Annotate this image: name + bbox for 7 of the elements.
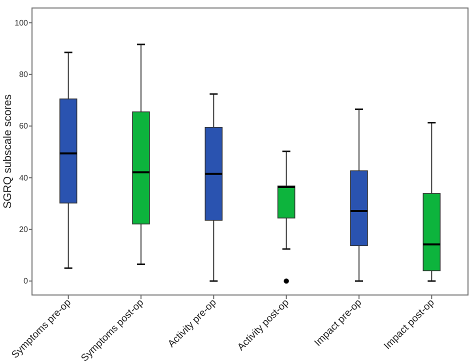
y-tick-label: 40 bbox=[19, 173, 29, 182]
y-tick-label: 80 bbox=[19, 70, 29, 79]
y-tick-label: 20 bbox=[19, 224, 29, 234]
y-tick-label: 60 bbox=[19, 122, 29, 131]
y-tick-label: 100 bbox=[14, 18, 29, 28]
y-tick-label: 0 bbox=[24, 276, 29, 286]
y-axis-title: SGRQ subscale scores bbox=[2, 94, 14, 209]
